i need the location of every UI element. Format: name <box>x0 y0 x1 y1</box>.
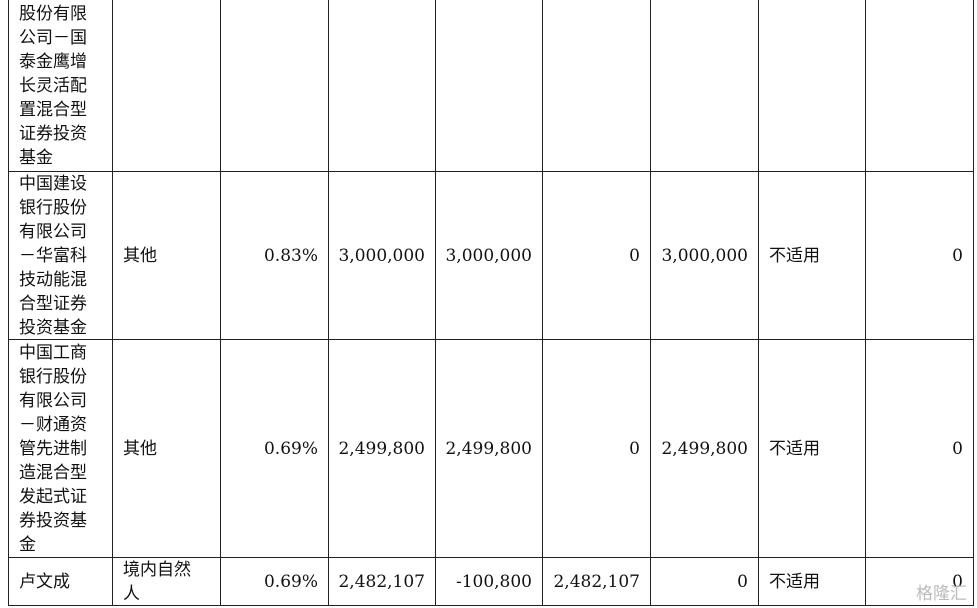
cell-text: 境内自然人 <box>123 559 191 604</box>
cell-text: 0 <box>629 438 640 459</box>
cell-text: 0 <box>952 438 963 459</box>
cell-text: 中国建设银行股份有限公司－华富科技动能混合型证券投资基金 <box>19 173 87 338</box>
table-cell <box>329 0 436 172</box>
table-cell: 0 <box>866 340 974 558</box>
table-cell <box>543 0 651 172</box>
cell-text: 其他 <box>123 245 157 266</box>
table-cell <box>651 0 759 172</box>
cell-text: 2,499,800 <box>338 438 425 459</box>
table-cell: 2,482,107 <box>543 558 651 606</box>
table-cell: 3,000,000 <box>436 172 543 340</box>
table-cell: 0 <box>651 558 759 606</box>
cell-text: 0 <box>952 245 963 266</box>
cell-text: 2,499,800 <box>445 438 532 459</box>
table-cell: 0.83% <box>221 172 329 340</box>
table-cell <box>113 0 221 172</box>
cell-text: 0 <box>737 571 748 592</box>
cell-text: 0.83% <box>263 245 318 266</box>
table-cell <box>436 0 543 172</box>
table-cell: 0 <box>543 172 651 340</box>
table-cell <box>221 0 329 172</box>
table-cell: 2,482,107 <box>329 558 436 606</box>
cell-text: 3,000,000 <box>445 245 532 266</box>
cell-text: -100,800 <box>455 571 532 592</box>
table-cell: 2,499,800 <box>436 340 543 558</box>
cell-text: 0.69% <box>263 571 318 592</box>
table-cell: -100,800 <box>436 558 543 606</box>
cell-text: 其他 <box>123 438 157 459</box>
table-cell: 不适用 <box>759 558 866 606</box>
cell-text: 不适用 <box>769 571 820 592</box>
cell-text: 不适用 <box>769 438 820 459</box>
cell-text: 2,482,107 <box>553 571 640 592</box>
table-cell: 2,499,800 <box>651 340 759 558</box>
table-cell: 其他 <box>113 172 221 340</box>
cell-text: 0.69% <box>263 438 318 459</box>
cell-text: 股份有限公司－国泰金鹰增长灵活配置混合型证券投资基金 <box>19 4 87 168</box>
table-cell: 0 <box>866 172 974 340</box>
cell-text: 0 <box>629 245 640 266</box>
table-cell: 0 <box>543 340 651 558</box>
cell-text: 不适用 <box>769 245 820 266</box>
table-cell: 3,000,000 <box>651 172 759 340</box>
table-cell: 股份有限公司－国泰金鹰增长灵活配置混合型证券投资基金 <box>8 0 113 172</box>
cell-text: 中国工商银行股份有限公司－财通资管先进制造混合型发起式证券投资基金 <box>19 342 87 555</box>
cell-text: 2,482,107 <box>338 571 425 592</box>
table-cell: 不适用 <box>759 340 866 558</box>
table-cell: 2,499,800 <box>329 340 436 558</box>
table-cell: 3,000,000 <box>329 172 436 340</box>
table-cell: 卢文成 <box>8 558 113 606</box>
table-cell: 0.69% <box>221 340 329 558</box>
table-cell: 0 <box>866 558 974 606</box>
table-cell <box>866 0 974 172</box>
table-cell: 不适用 <box>759 172 866 340</box>
watermark: 格隆汇 <box>916 584 967 604</box>
cell-text: 3,000,000 <box>661 245 748 266</box>
cell-text: 0 <box>952 571 963 592</box>
table-cell: 其他 <box>113 340 221 558</box>
table-cell: 中国建设银行股份有限公司－华富科技动能混合型证券投资基金 <box>8 172 113 340</box>
cell-text: 2,499,800 <box>661 438 748 459</box>
cell-text: 3,000,000 <box>338 245 425 266</box>
table-cell: 中国工商银行股份有限公司－财通资管先进制造混合型发起式证券投资基金 <box>8 340 113 558</box>
table-cell <box>759 0 866 172</box>
table-cell: 0.69% <box>221 558 329 606</box>
table-cell: 境内自然人 <box>113 558 221 606</box>
cell-text: 卢文成 <box>19 571 70 592</box>
